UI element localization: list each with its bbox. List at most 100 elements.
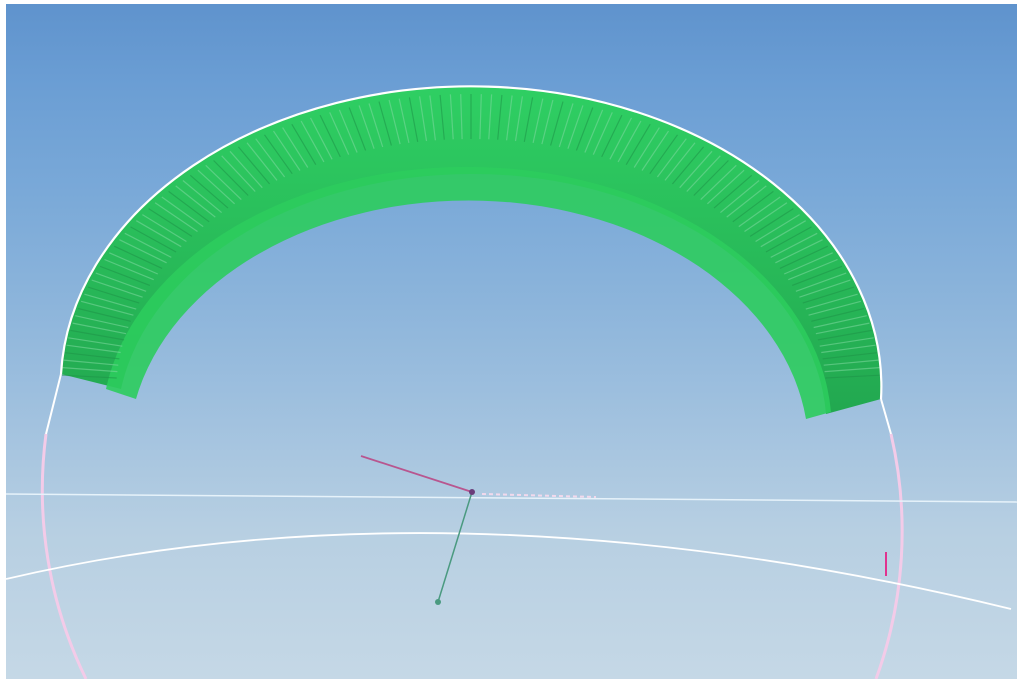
arch-stripe [788,258,838,281]
arch-stripe [609,117,633,160]
arch-stripe [246,142,278,181]
arch-stripe [319,114,341,158]
arch-stripe [791,265,843,286]
arch-stripe [378,101,392,146]
arch-stripe [148,208,193,237]
arch-stripe [213,160,249,196]
arch-stripe [429,95,436,141]
arch-stripe [726,185,767,218]
arch-stripe [506,95,513,141]
arch-stripe [439,94,445,140]
arch-stripe [584,109,604,153]
arch-stripe [338,109,358,153]
arch-stripe [799,279,851,298]
arch-stripe [135,220,182,248]
arch-stripe [479,94,482,140]
arch-stripe [755,214,800,243]
arch-right-edge [880,398,892,435]
arch-stripe [822,352,878,360]
arch-stripe [70,329,125,341]
arch-stripe [823,359,879,366]
triad-y-axis [437,491,473,603]
arch-stripe [817,329,872,341]
arch-inner-band [106,166,831,419]
arch-stripe [449,94,454,140]
arch-stripe [358,105,375,149]
arch-stripe [80,300,134,316]
arch-stripe [229,150,263,189]
arch-stripe [617,120,642,163]
arch-stripe [124,232,172,258]
arch-stripe [550,101,564,146]
arch-stripe [625,123,651,166]
arch-stripe [189,174,229,209]
arch-stripe [255,138,286,178]
arch-stripe [309,117,333,160]
3d-viewport[interactable] [6,4,1017,679]
arch-stripe [72,322,127,335]
arch-stripe [779,245,829,269]
arch-shell[interactable] [45,85,892,435]
arch-stripe [523,97,534,143]
arch-stripe [77,307,131,322]
arch-stripe [601,114,623,158]
arch-stripe [497,94,503,140]
arch-outline [59,85,883,400]
arch-stripes [61,94,881,379]
arch-stripe [693,160,729,196]
arch-stripe [656,138,687,178]
arch-stripe [749,208,794,237]
arch-stripe [348,107,367,151]
arch-stripe [679,150,713,189]
arch-stripe [291,123,317,166]
arch-stripe [237,146,271,185]
arch-stripe [744,202,788,232]
arch-stripe [808,300,862,316]
arch-stripe [63,359,119,366]
arch-stripe [819,337,874,347]
arch-stripe [567,105,584,149]
arch-stripe [592,112,613,155]
arch-stripe [825,374,881,379]
arch-stripe [706,169,745,205]
triad-readout-mark [481,493,597,498]
arch-stripe [221,155,256,192]
arch-stripe [770,232,818,258]
arch-stripe [68,337,123,347]
arch-stripe [686,155,721,192]
arch-stripe [575,107,594,151]
arch-stripe [95,272,147,292]
arch-stripe [700,164,737,201]
coordinate-triad [360,455,597,605]
arch-stripe [720,180,760,214]
arch-stripe [66,344,121,354]
arch-left-edge [45,373,62,435]
arch-stripe [713,174,753,209]
triad-origin [469,489,475,495]
scene-canvas[interactable] [6,4,1017,679]
arch-stripe [182,180,222,214]
arch-stripe [488,94,493,140]
arch-stripe [64,352,120,360]
arch-stripe [641,130,669,171]
arch-stripe [282,127,309,168]
arch-stripe [821,344,876,354]
arch-stripe [532,98,544,144]
arch-stripe [113,245,163,269]
arch-stripe [84,293,137,310]
arch-stripe [419,96,428,142]
arch-stripe [633,127,660,168]
arch-stripe [329,112,350,155]
horizon-line [6,493,1017,503]
arch-stripe [815,322,870,335]
arch-stripe [805,293,858,310]
arch-stripe [760,220,807,248]
arch-stripe [664,142,696,181]
arch-stripe [775,239,823,264]
arch-stripe [398,98,410,144]
arch-stripe [154,202,198,232]
arch-stripe [130,226,177,253]
triad-x-axis [360,455,473,493]
arch-stripe [388,99,401,145]
